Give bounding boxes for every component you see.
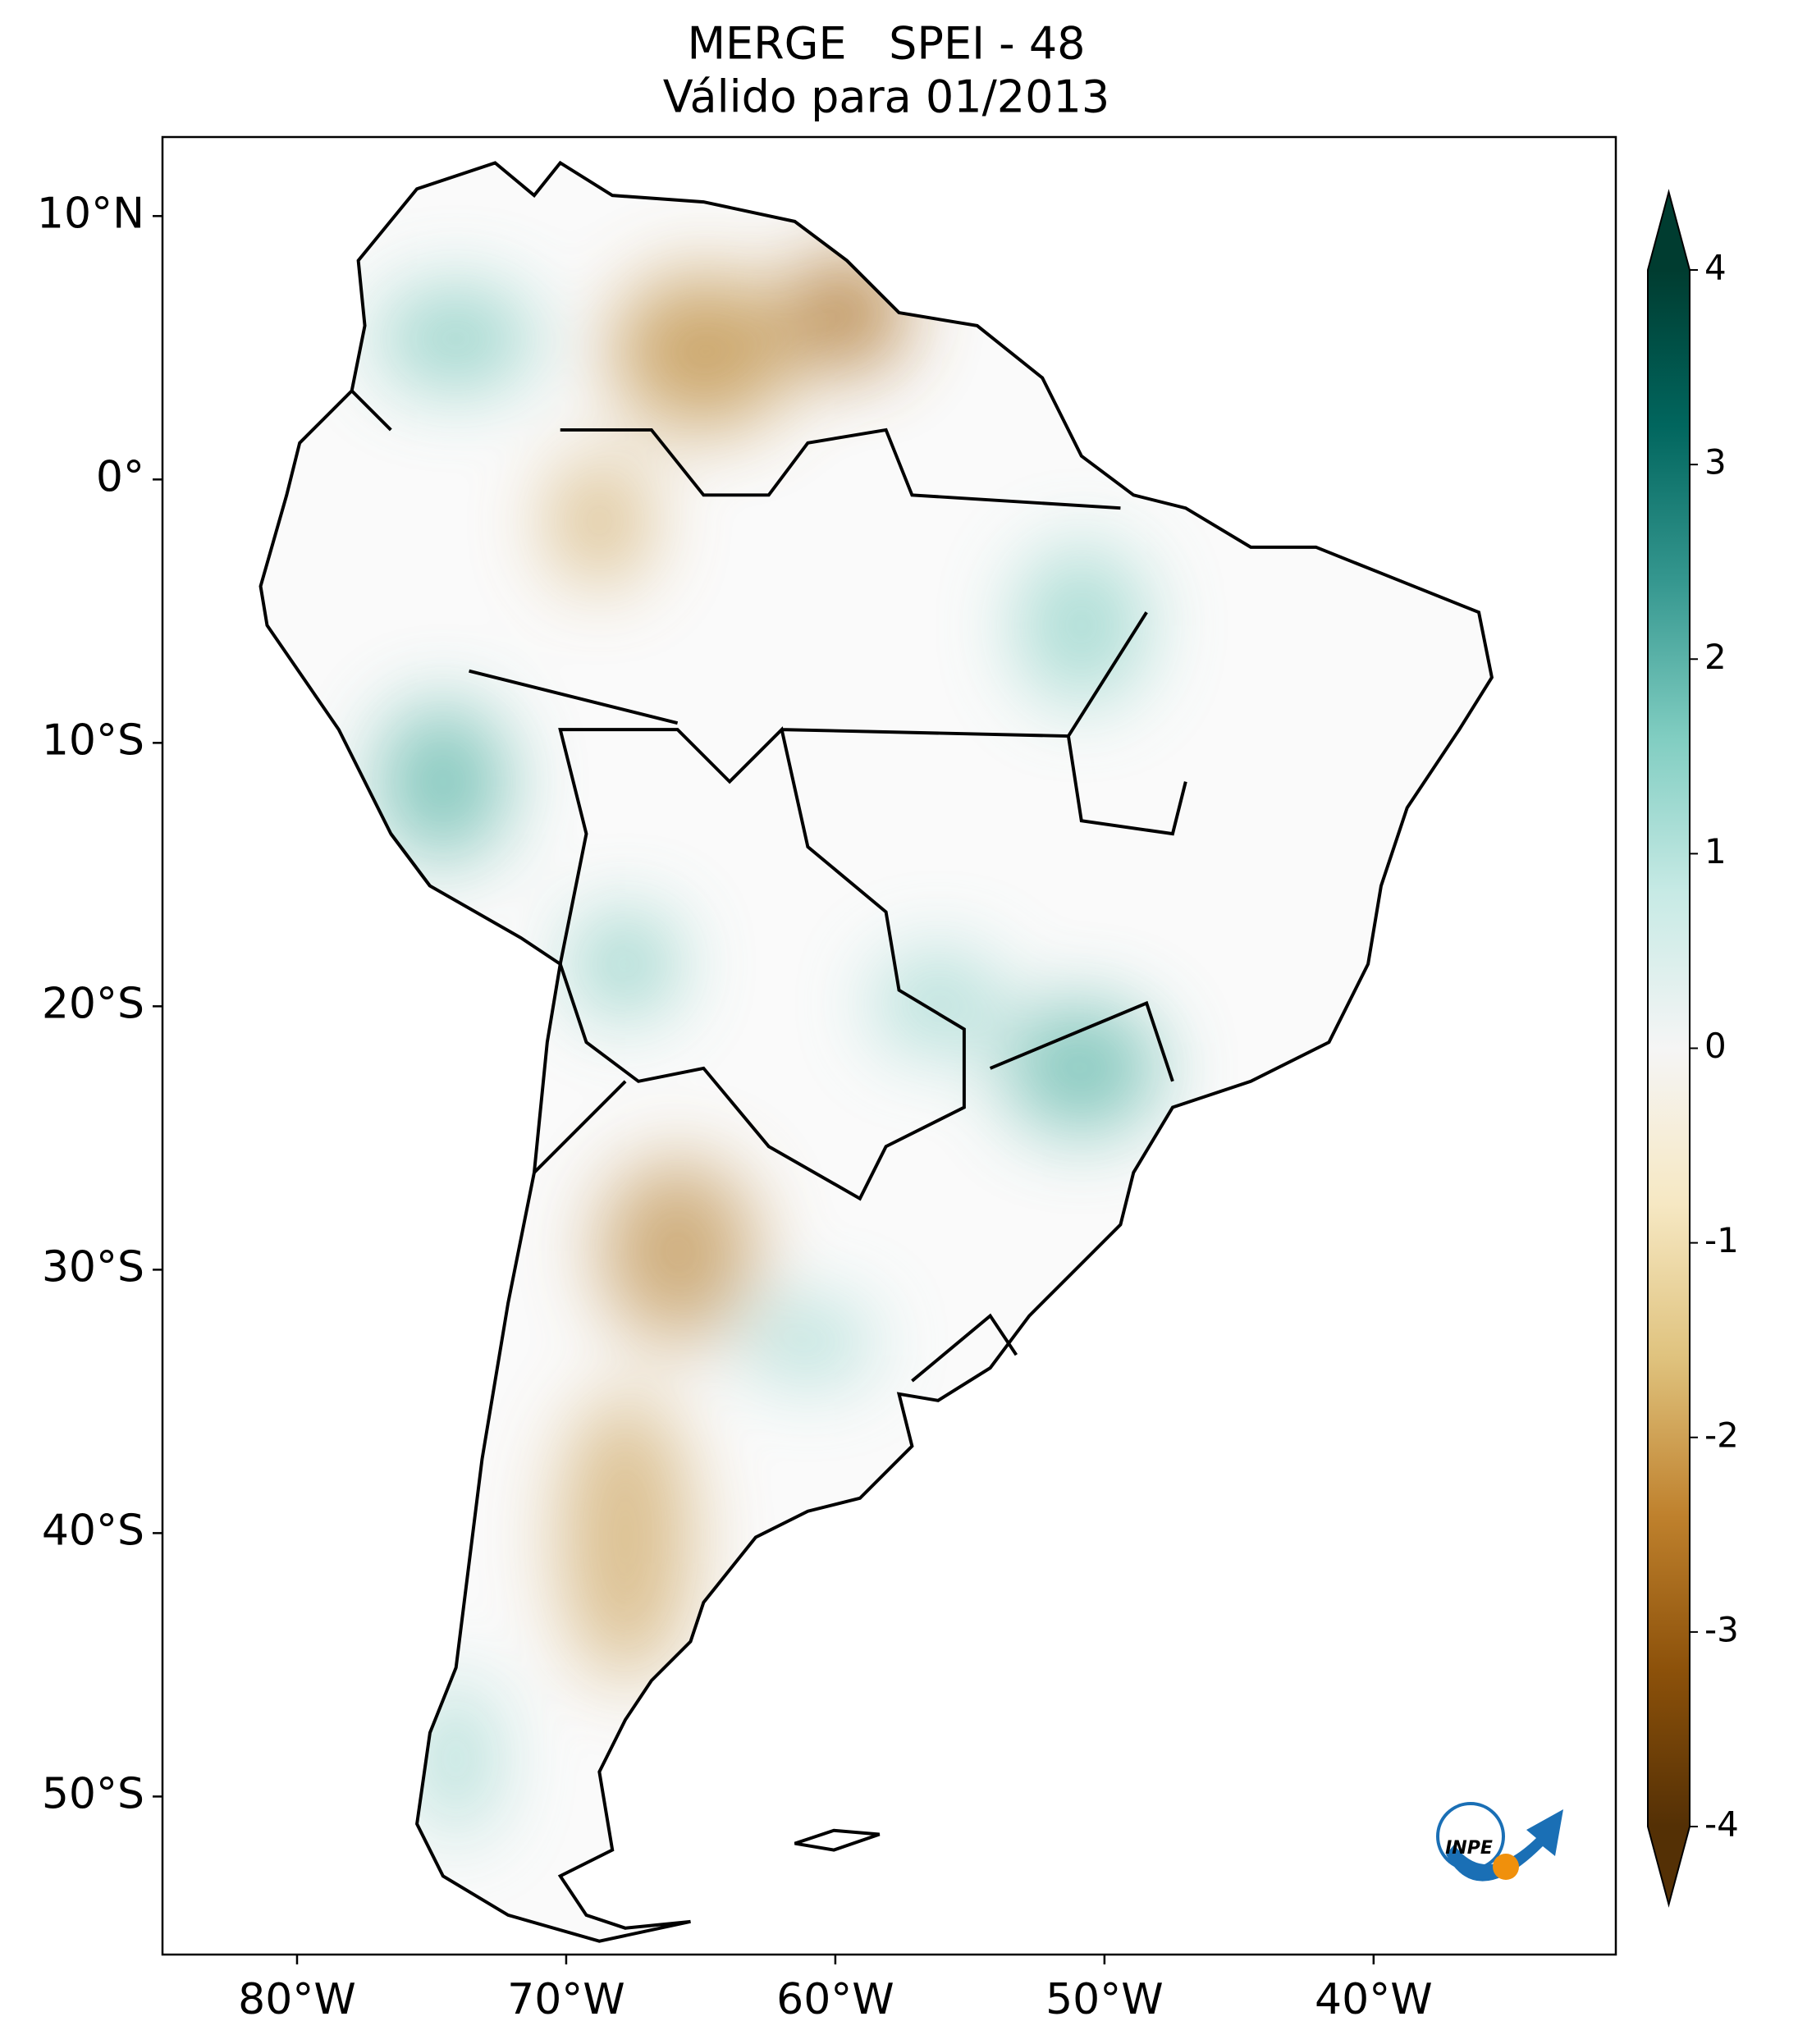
- logo-text: INPE: [1445, 1838, 1493, 1859]
- chart-subtitle: Válido para 01/2013: [663, 71, 1109, 123]
- x-tick-label: 50°W: [1045, 1975, 1164, 2024]
- colorbar-extend-max: [1648, 192, 1690, 270]
- colorbar-extend-min: [1648, 1827, 1690, 1905]
- x-tick-label: 60°W: [776, 1975, 894, 2024]
- colorbar: [1648, 270, 1690, 1827]
- inpe-logo: INPE: [1436, 1802, 1563, 1882]
- borders: [350, 389, 1187, 1852]
- spei-field: [260, 162, 1492, 1941]
- y-tick-label: 50°S: [42, 1769, 144, 1818]
- y-tick-label: 10°S: [42, 716, 144, 765]
- y-tick-label: 30°S: [42, 1242, 144, 1292]
- map-frame: [161, 135, 1617, 1956]
- y-tick-label: 0°: [96, 452, 144, 501]
- x-tick-label: 80°W: [238, 1975, 356, 2024]
- colorbar-tick-label: -1: [1704, 1220, 1739, 1260]
- colorbar-tick-label: -3: [1704, 1609, 1739, 1649]
- x-tick-label: 40°W: [1315, 1975, 1433, 2024]
- map-layer: [258, 161, 1494, 1943]
- y-tick-label: 40°S: [42, 1506, 144, 1555]
- colorbar-tick-label: -4: [1704, 1804, 1739, 1845]
- chart-title: MERGE SPEI - 48: [687, 18, 1085, 70]
- colorbar-tick-label: -2: [1704, 1415, 1739, 1455]
- colorbar-tick-label: 1: [1704, 831, 1727, 871]
- y-tick-label: 10°N: [37, 189, 144, 238]
- x-tick-label: 70°W: [507, 1975, 625, 2024]
- colorbar-tick-label: 0: [1704, 1026, 1727, 1066]
- y-tick-label: 20°S: [42, 979, 144, 1028]
- colorbar-tick-label: 2: [1704, 637, 1727, 677]
- colorbar-tick-label: 3: [1704, 442, 1727, 482]
- colorbar-tick-label: 4: [1704, 248, 1727, 288]
